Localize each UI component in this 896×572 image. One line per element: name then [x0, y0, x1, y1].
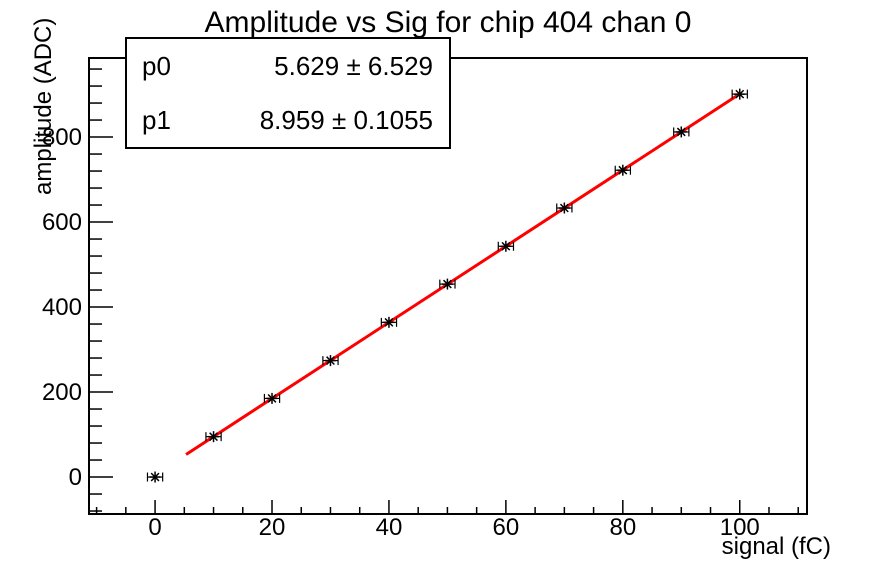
data-point: [205, 431, 222, 443]
x-tick-label: 40: [376, 514, 403, 541]
star-marker-icon: [442, 279, 452, 289]
x-tick-label: 60: [493, 514, 520, 541]
stat-param-name: p1: [142, 104, 171, 135]
star-marker-icon: [150, 472, 160, 482]
x-tick-label: 20: [259, 514, 286, 541]
fit-line: [185, 92, 741, 456]
fit-stats-box: p0 5.629 ± 6.529 p1 8.959 ± 0.1055: [125, 37, 451, 149]
y-tick-label: 800: [42, 124, 82, 151]
stat-param-value: 8.959 ± 0.1055: [259, 104, 433, 135]
data-point: [497, 240, 515, 252]
data-point: [673, 126, 690, 138]
stat-row: p0 5.629 ± 6.529: [127, 39, 449, 93]
star-marker-icon: [735, 89, 745, 99]
y-axis-ticks: [89, 68, 113, 512]
star-marker-icon: [209, 432, 218, 442]
x-tick-label: 100: [720, 514, 760, 541]
x-axis-title: signal (fC): [722, 533, 831, 560]
stat-param-value: 5.629 ± 6.529: [274, 50, 433, 81]
stat-param-name: p0: [142, 50, 171, 81]
data-point: [614, 164, 632, 176]
stat-row: p1 8.959 ± 0.1055: [127, 93, 449, 147]
x-tick-label: 80: [609, 514, 636, 541]
data-point: [380, 316, 398, 328]
data-point: [439, 278, 456, 290]
data-point: [263, 392, 281, 404]
y-tick-label: 200: [42, 379, 82, 406]
star-marker-icon: [676, 127, 686, 137]
y-tick-label: 400: [42, 294, 82, 321]
y-tick-label: 0: [69, 464, 82, 491]
chart-title: Amplitude vs Sig for chip 404 chan 0: [204, 6, 692, 39]
star-marker-icon: [559, 203, 569, 213]
star-marker-icon: [501, 241, 511, 251]
y-axis-title: amplitude (ADC): [30, 18, 57, 195]
x-axis-ticks: [95, 500, 799, 514]
star-marker-icon: [618, 165, 628, 175]
y-tick-label: 600: [42, 209, 82, 236]
data-point: [731, 88, 748, 100]
data-point: [322, 355, 339, 367]
data-point: [146, 471, 164, 483]
star-marker-icon: [384, 317, 394, 327]
star-marker-icon: [326, 356, 335, 366]
x-tick-label: 0: [148, 514, 161, 541]
star-marker-icon: [267, 393, 277, 403]
data-point: [556, 202, 573, 214]
